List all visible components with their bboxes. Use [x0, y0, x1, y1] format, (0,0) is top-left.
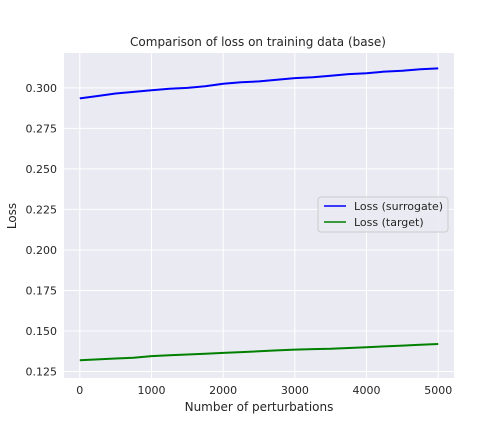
x-tick-label: 2000 — [209, 384, 237, 397]
y-tick-label: 0.225 — [26, 203, 58, 216]
legend: Loss (surrogate) Loss (target) — [317, 196, 449, 233]
y-tick-labels: 0.125 0.150 0.175 0.200 0.225 0.250 0.275 0.300 — [26, 82, 58, 379]
x-tick-label: 5000 — [424, 384, 452, 397]
x-axis-label: Number of perturbations — [185, 400, 334, 414]
chart-title: Comparison of loss on training data (bas… — [130, 35, 386, 49]
y-tick-label: 0.150 — [26, 325, 58, 338]
y-tick-label: 0.275 — [26, 122, 58, 135]
y-tick-label: 0.300 — [26, 82, 58, 95]
series-layer — [79, 67, 439, 362]
y-tick-label: 0.125 — [26, 366, 58, 379]
x-tick-label: 0 — [76, 384, 83, 397]
series-line-surrogate — [79, 67, 439, 100]
y-tick-label: 0.250 — [26, 163, 58, 176]
legend-box — [317, 196, 449, 233]
series-line-target — [79, 343, 439, 362]
y-tick-label: 0.200 — [26, 244, 58, 257]
legend-label-target: Loss (target) — [354, 216, 424, 229]
y-tick-label: 0.175 — [26, 284, 58, 297]
legend-label-surrogate: Loss (surrogate) — [354, 200, 443, 213]
x-tick-labels: 0 1000 2000 3000 4000 5000 — [76, 384, 452, 397]
x-tick-label: 3000 — [281, 384, 309, 397]
x-tick-label: 1000 — [137, 384, 165, 397]
x-tick-label: 4000 — [353, 384, 381, 397]
y-axis-label: Loss — [5, 203, 19, 229]
